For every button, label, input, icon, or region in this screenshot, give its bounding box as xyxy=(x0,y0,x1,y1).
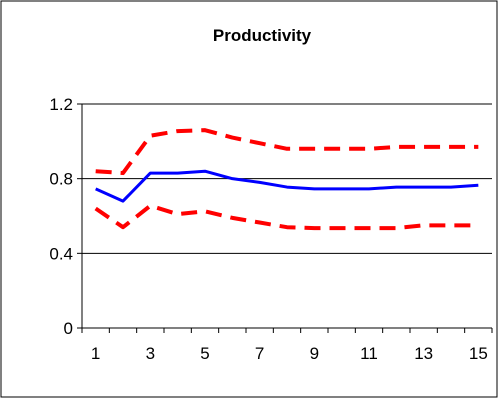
series-lines xyxy=(94,128,479,231)
axes xyxy=(77,103,493,333)
x-tick-label: 9 xyxy=(310,344,319,363)
dashed-series-line-1 xyxy=(95,128,479,176)
chart-title: Productivity xyxy=(213,26,312,45)
solid-series-line-0 xyxy=(95,169,479,203)
y-tick-label: 0 xyxy=(64,319,73,338)
y-tick-label: 0.4 xyxy=(49,244,73,263)
x-tick-label: 3 xyxy=(146,344,155,363)
x-tick-label: 1 xyxy=(91,344,100,363)
y-tick-label: 0.8 xyxy=(49,170,73,189)
x-tick-label: 11 xyxy=(360,344,378,363)
y-tick-label: 1.2 xyxy=(49,95,73,114)
y-tick-labels: 0 0.4 0.8 1.2 xyxy=(49,95,73,338)
gridlines xyxy=(82,103,492,254)
dashed-series-line-2 xyxy=(94,203,479,231)
x-tick-label: 13 xyxy=(414,344,433,363)
x-tick-label: 5 xyxy=(200,344,209,363)
x-tick-label: 15 xyxy=(469,344,488,363)
x-tick-labels: 1 3 5 7 9 11 13 15 xyxy=(91,344,488,363)
x-tick-label: 7 xyxy=(255,344,264,363)
